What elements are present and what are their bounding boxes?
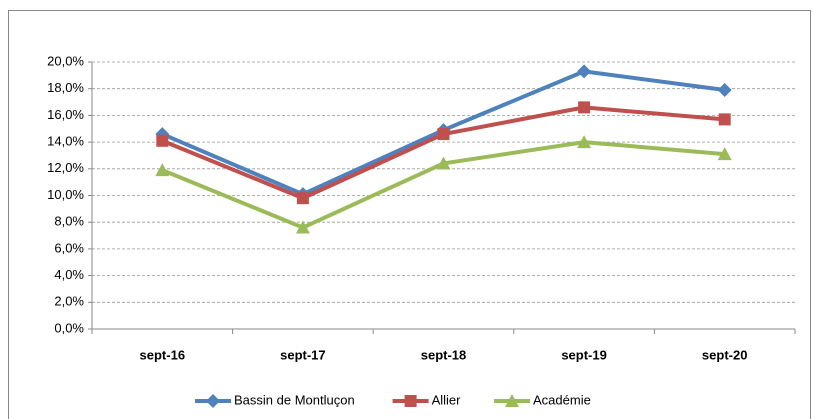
y-tick-label: 12,0% [47,160,84,175]
marker [155,163,170,177]
marker [436,156,451,170]
x-tick-label: sept-16 [140,347,186,362]
y-tick-label: 4,0% [54,267,84,282]
legend-label: Académie [533,392,591,407]
marker [718,113,731,126]
x-tick-label: sept-19 [561,347,607,362]
marker [295,220,310,234]
y-tick-label: 8,0% [54,214,84,229]
chart-frame [8,10,811,419]
y-tick-label: 0,0% [54,320,84,335]
marker [505,394,519,407]
y-tick-label: 10,0% [47,187,84,202]
marker [437,128,450,141]
y-tick-label: 6,0% [54,240,84,255]
x-tick-label: sept-20 [702,347,748,362]
marker [577,64,592,79]
marker [578,101,591,114]
marker [717,147,732,161]
legend-label: Bassin de Montluçon [234,392,355,407]
marker [577,135,592,149]
marker [404,395,417,407]
x-tick-label: sept-18 [421,347,467,362]
y-tick-label: 2,0% [54,294,84,309]
marker [156,134,169,147]
x-tick-label: sept-17 [280,347,326,362]
marker [296,192,309,205]
y-tick-label: 14,0% [47,134,84,149]
legend-label: Allier [432,392,462,407]
y-tick-label: 16,0% [47,107,84,122]
marker [206,394,220,408]
marker [717,83,732,98]
y-tick-label: 20,0% [47,53,84,68]
y-tick-label: 18,0% [47,80,84,95]
